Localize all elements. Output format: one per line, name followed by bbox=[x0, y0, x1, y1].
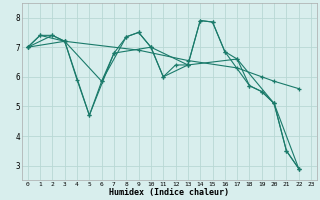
X-axis label: Humidex (Indice chaleur): Humidex (Indice chaleur) bbox=[109, 188, 229, 197]
